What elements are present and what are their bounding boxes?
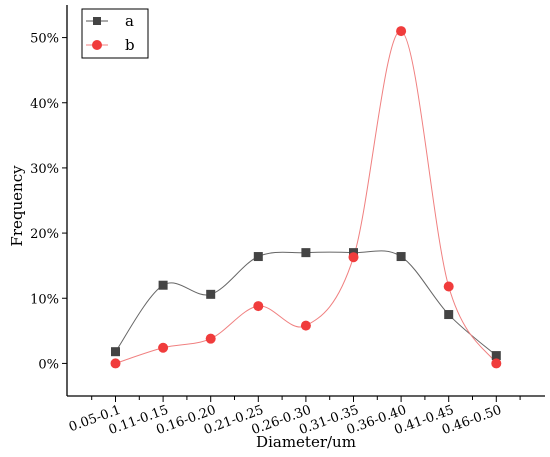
legend-box [81,8,149,59]
legend-swatch-marker-a [93,17,101,25]
x-ticks: 0.05-0.10.11-0.150.16-0.200.21-0.250.26-… [67,396,521,438]
data-point-b [491,358,502,369]
y-axis-title: Frequency [8,165,26,247]
data-point-a [111,347,120,357]
data-point-a [206,289,216,299]
data-point-b [396,26,407,37]
y-tick-label: 10% [30,292,59,307]
data-point-b [348,252,359,263]
data-point-a [301,248,311,258]
legend-entry-b: b [86,36,135,54]
data-point-b [443,281,454,292]
y-ticks: 0% 10% 20% 30% 40% 50% [30,32,67,372]
legend: a b [81,8,149,59]
legend-entry-a: a [86,12,134,30]
series-line-a [115,250,497,356]
data-point-a [444,310,454,320]
data-point-a [253,252,263,262]
y-tick-label: 40% [30,97,59,112]
series-layer [110,26,502,369]
data-point-a [491,351,501,361]
data-point-b [110,358,121,369]
data-point-a [158,280,168,290]
y-tick-label: 20% [30,227,59,242]
data-point-b [158,342,169,353]
data-point-b [205,333,216,344]
y-tick-label: 30% [30,162,59,177]
legend-label-a: a [125,12,134,30]
y-tick-label: 0% [38,357,59,372]
y-tick-label: 50% [30,32,59,47]
data-point-b [253,301,264,312]
data-point-b [300,320,311,331]
data-point-a [396,252,406,262]
legend-label-b: b [125,36,135,54]
series-line-b [115,30,497,364]
x-axis-title: Diameter/um [256,433,356,451]
legend-swatch-marker-b [92,40,102,50]
